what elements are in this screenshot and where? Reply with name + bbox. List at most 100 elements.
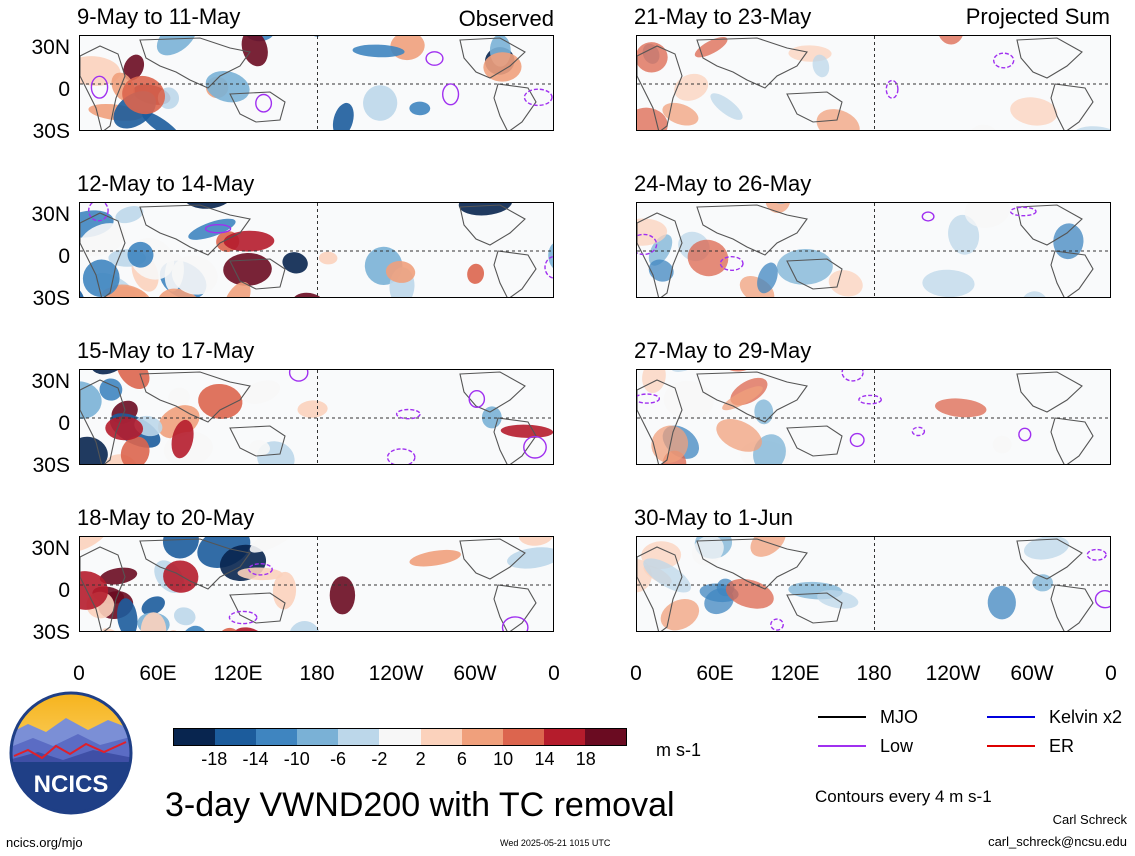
anomaly-blob xyxy=(754,399,774,425)
coastline xyxy=(1016,538,1083,580)
anomaly-blob xyxy=(171,255,218,295)
anomaly-blob xyxy=(223,230,275,252)
lon-label: 180 xyxy=(856,662,892,685)
anomaly-blob xyxy=(1095,36,1110,40)
colorbar-tick-label: -2 xyxy=(371,749,388,769)
lon-label: 0 xyxy=(1105,662,1117,685)
anomaly-field xyxy=(637,36,1110,130)
coastline xyxy=(229,425,286,457)
legend-er: ER xyxy=(987,737,1074,755)
legend-low: Low xyxy=(818,737,913,755)
lon-label: 60E xyxy=(139,662,177,685)
anomaly-blob xyxy=(409,101,431,116)
colorbar-tick-label: -14 xyxy=(242,749,269,769)
lat-label-0: 0 xyxy=(58,245,70,268)
coastline xyxy=(1016,204,1083,246)
low-contour xyxy=(255,93,273,113)
low-contour xyxy=(1009,206,1037,217)
anomaly-blob xyxy=(99,567,138,585)
low-contour xyxy=(1018,427,1032,442)
anomaly-blob xyxy=(82,259,120,297)
anomaly-blob xyxy=(241,36,268,67)
coastline xyxy=(493,250,537,297)
anomaly-blob xyxy=(292,292,325,297)
anomaly-blob xyxy=(670,370,704,372)
low-contour xyxy=(386,448,416,464)
anomaly-blob xyxy=(224,281,251,297)
lat-label-30s: 30S xyxy=(32,454,70,477)
anomaly-blob xyxy=(1023,537,1070,560)
anomaly-blob xyxy=(162,537,199,559)
site-link[interactable]: ncics.org/mjo xyxy=(6,835,83,850)
low-contour xyxy=(885,79,899,99)
coastline xyxy=(637,546,683,631)
anomaly-blob xyxy=(660,598,700,631)
legend-kelvin: Kelvin x2 xyxy=(987,708,1122,726)
coastline xyxy=(139,37,251,89)
low-contour xyxy=(637,233,658,256)
anomaly-blob xyxy=(812,54,830,78)
anomaly-blob xyxy=(655,297,685,298)
anomaly-blob xyxy=(156,36,197,56)
anomaly-blob xyxy=(716,418,762,452)
anomaly-blob xyxy=(385,261,416,283)
anomaly-blob xyxy=(328,463,366,465)
low-contour xyxy=(911,426,926,437)
anomaly-blob xyxy=(637,42,668,73)
anomaly-blob xyxy=(117,598,138,631)
main-title: 3-day VWND200 with TC removal xyxy=(165,786,675,824)
anomaly-blob xyxy=(127,241,154,268)
panel-title-5: 21-May to 23-May xyxy=(634,4,812,29)
anomaly-field xyxy=(80,203,553,297)
low-contour xyxy=(88,203,109,222)
coastline xyxy=(229,91,286,123)
anomaly-blob xyxy=(651,425,689,463)
map-panel-observed-3 xyxy=(79,369,554,465)
coastline xyxy=(229,592,286,624)
anomaly-blob xyxy=(141,596,165,616)
low-contour xyxy=(1094,590,1110,609)
anomaly-blob xyxy=(787,537,826,539)
lat-label-0: 0 xyxy=(58,412,70,435)
lon-label: 60W xyxy=(453,662,497,685)
colorbar-cell xyxy=(461,729,503,745)
anomaly-field xyxy=(80,537,553,631)
author-name: Carl Schreck xyxy=(1052,812,1127,827)
anomaly-field xyxy=(80,370,553,465)
anomaly-blob xyxy=(80,571,109,610)
coastline xyxy=(1016,371,1083,413)
low-contour xyxy=(468,390,486,409)
legend-mjo-line xyxy=(818,716,866,718)
anomaly-blob xyxy=(242,380,281,404)
anomaly-blob xyxy=(710,93,743,120)
colorbar-tick-label: 10 xyxy=(493,749,514,769)
low-contour xyxy=(719,256,744,272)
coastline xyxy=(1050,417,1094,464)
anomaly-blob xyxy=(648,259,674,282)
anomaly-blob xyxy=(272,571,297,610)
anomaly-blob xyxy=(140,612,167,631)
coastline xyxy=(139,538,251,590)
anomaly-blob xyxy=(171,419,194,459)
timestamp: Wed 2025-05-21 1015 UTC xyxy=(500,838,611,848)
anomaly-blob xyxy=(642,370,666,394)
lat-label-0: 0 xyxy=(58,78,70,101)
anomaly-blob xyxy=(776,248,833,285)
anomaly-blob xyxy=(282,252,308,274)
coastline xyxy=(637,45,683,130)
anomaly-blob xyxy=(289,620,321,631)
anomaly-blob xyxy=(173,607,196,626)
coastline xyxy=(786,425,843,457)
anomaly-blob xyxy=(969,124,998,130)
lon-label: 180 xyxy=(299,662,335,685)
anomaly-blob xyxy=(694,37,728,58)
colorbar xyxy=(173,728,627,746)
anomaly-blob xyxy=(948,214,980,255)
colorbar-tick-label: -6 xyxy=(330,749,347,769)
anomaly-blob xyxy=(99,378,123,401)
panel-title-1: 9-May to 11-May xyxy=(77,4,241,29)
contours-note: Contours every 4 m s-1 xyxy=(815,787,992,806)
anomaly-blob xyxy=(182,203,235,209)
colorbar-tick-label: -18 xyxy=(201,749,228,769)
anomaly-field xyxy=(637,370,1110,464)
